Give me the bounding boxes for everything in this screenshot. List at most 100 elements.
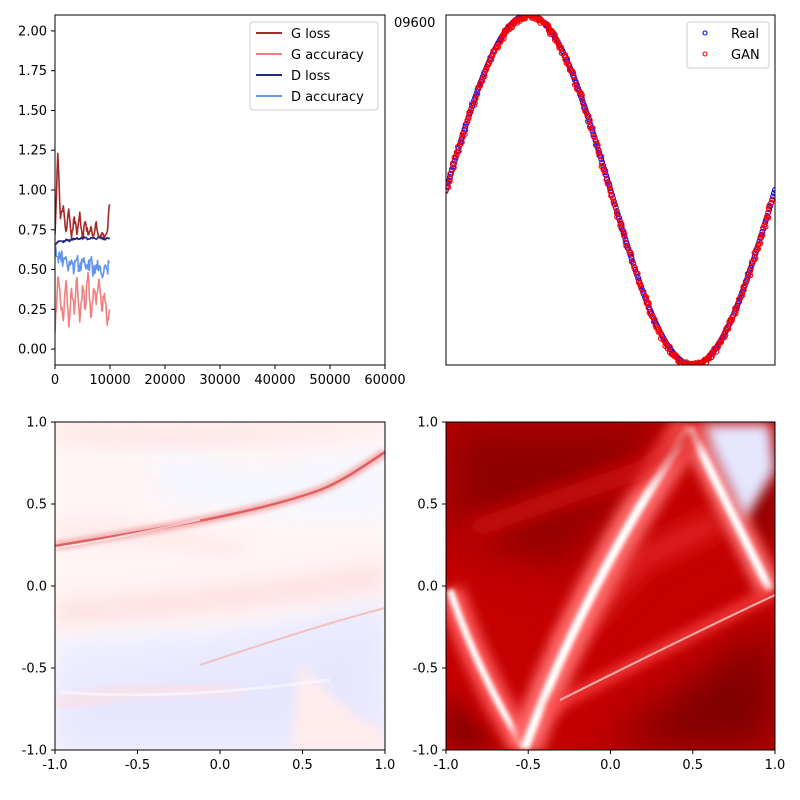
data-point <box>751 256 758 263</box>
data-point <box>564 56 571 62</box>
data-point <box>765 209 772 216</box>
data-point <box>550 30 557 37</box>
series-line <box>55 245 111 279</box>
x-tick-label: 0.5 <box>682 758 703 773</box>
data-point <box>602 168 609 175</box>
data-point <box>644 299 651 306</box>
series-layer <box>446 15 775 365</box>
data-point <box>500 35 507 42</box>
y-tick-label: 1.0 <box>417 416 438 431</box>
x-tick-label: 20000 <box>144 373 185 388</box>
data-point <box>618 221 625 228</box>
legend-swatch <box>702 51 708 57</box>
data-point <box>622 239 629 246</box>
data-point <box>657 329 664 336</box>
data-point <box>634 272 641 279</box>
y-tick-label: 0.50 <box>18 263 47 278</box>
data-point <box>446 188 449 195</box>
y-tick-label: 1.0 <box>26 416 47 431</box>
data-point <box>594 141 601 148</box>
data-point <box>762 223 769 230</box>
data-point <box>682 362 689 365</box>
data-point <box>738 293 745 300</box>
x-tick-label: 30000 <box>199 373 240 388</box>
data-point <box>725 326 732 332</box>
data-point <box>613 210 620 217</box>
axis-ticks: 0 10000 20000 30000 40000 50000 60000 0.00 0.25 0… <box>18 24 406 388</box>
y-tick-label: 09600 <box>394 16 435 31</box>
data-point <box>688 364 693 365</box>
data-point <box>628 251 635 258</box>
data-point <box>578 94 585 101</box>
data-point <box>624 244 631 251</box>
data-point <box>578 96 585 102</box>
data-point <box>570 69 577 76</box>
y-tick-label: 0.0 <box>417 580 438 595</box>
data-point <box>628 258 635 265</box>
data-point <box>462 123 469 130</box>
y-tick-label: -1.0 <box>22 744 47 759</box>
legend-label: Real <box>731 27 759 42</box>
data-point <box>488 56 495 63</box>
data-point <box>688 362 694 365</box>
x-tick-label: 50000 <box>309 373 350 388</box>
data-point <box>757 240 764 247</box>
data-point <box>628 254 635 261</box>
data-point <box>747 267 754 274</box>
data-point <box>721 329 728 336</box>
data-point <box>717 338 724 345</box>
data-point <box>479 78 486 85</box>
data-point <box>467 109 474 116</box>
axes-frame <box>54 14 386 366</box>
legend-label: G accuracy <box>291 48 364 63</box>
data-point <box>589 125 596 132</box>
y-tick-label: 1.25 <box>18 144 47 159</box>
data-point <box>621 232 628 239</box>
data-point <box>611 200 617 207</box>
axis-ticks: -1.0-1.0 -0.5 -0.5 0.0 0.0 0.5 0.5 1.0 1.0 <box>413 416 786 774</box>
data-point <box>497 39 504 45</box>
data-point <box>759 228 766 235</box>
x-tick-label: 1.0 <box>375 758 396 773</box>
data-point <box>703 359 710 365</box>
data-point <box>734 304 741 311</box>
data-point <box>635 279 642 286</box>
y-tick-label: 1.50 <box>18 104 47 119</box>
data-point <box>446 178 453 185</box>
series-line <box>55 271 111 334</box>
x-tick-label: -0.5 <box>125 758 150 773</box>
data-point <box>622 236 629 243</box>
data-point <box>661 336 668 343</box>
data-point <box>495 44 502 51</box>
y-tick-label: 1.75 <box>18 64 47 79</box>
legend-label: D loss <box>291 69 330 84</box>
data-point <box>765 205 772 212</box>
data-point <box>758 234 765 241</box>
data-point <box>467 106 474 113</box>
data-point <box>631 264 638 271</box>
x-tick-label: 10000 <box>89 373 130 388</box>
y-tick-label: 0.00 <box>18 343 47 358</box>
legend-label: GAN <box>731 48 760 63</box>
discriminator-field-1-panel: -1.0-1.0 -0.5 -0.5 0.0 0.0 0.5 0.5 1.0 1.0 <box>22 416 396 774</box>
axis-ticks: -1.0-1.0 -0.5 -0.5 0.0 0.0 0.5 0.5 1.0 1.0 <box>22 416 396 774</box>
data-point <box>573 86 580 92</box>
data-point <box>751 249 758 256</box>
data-point <box>481 73 488 80</box>
x-tick-label: 1.0 <box>765 758 786 773</box>
y-tick-label: 1.00 <box>18 184 47 199</box>
x-tick-label: -1.0 <box>42 758 67 773</box>
data-point <box>609 195 616 202</box>
samples-panel: 09600 Real GAN <box>394 14 776 366</box>
data-point <box>586 117 593 124</box>
series-line <box>55 236 111 245</box>
data-point <box>570 73 577 80</box>
data-point <box>611 201 618 208</box>
data-point <box>565 61 572 68</box>
data-point <box>558 44 565 51</box>
training-curves-panel: 0 10000 20000 30000 40000 50000 60000 0.00 0.25 0… <box>18 14 406 388</box>
discriminator-field-2-panel: -1.0-1.0 -0.5 -0.5 0.0 0.0 0.5 0.5 1.0 1.0 <box>413 416 786 774</box>
data-point <box>771 190 775 197</box>
data-point <box>585 113 592 120</box>
